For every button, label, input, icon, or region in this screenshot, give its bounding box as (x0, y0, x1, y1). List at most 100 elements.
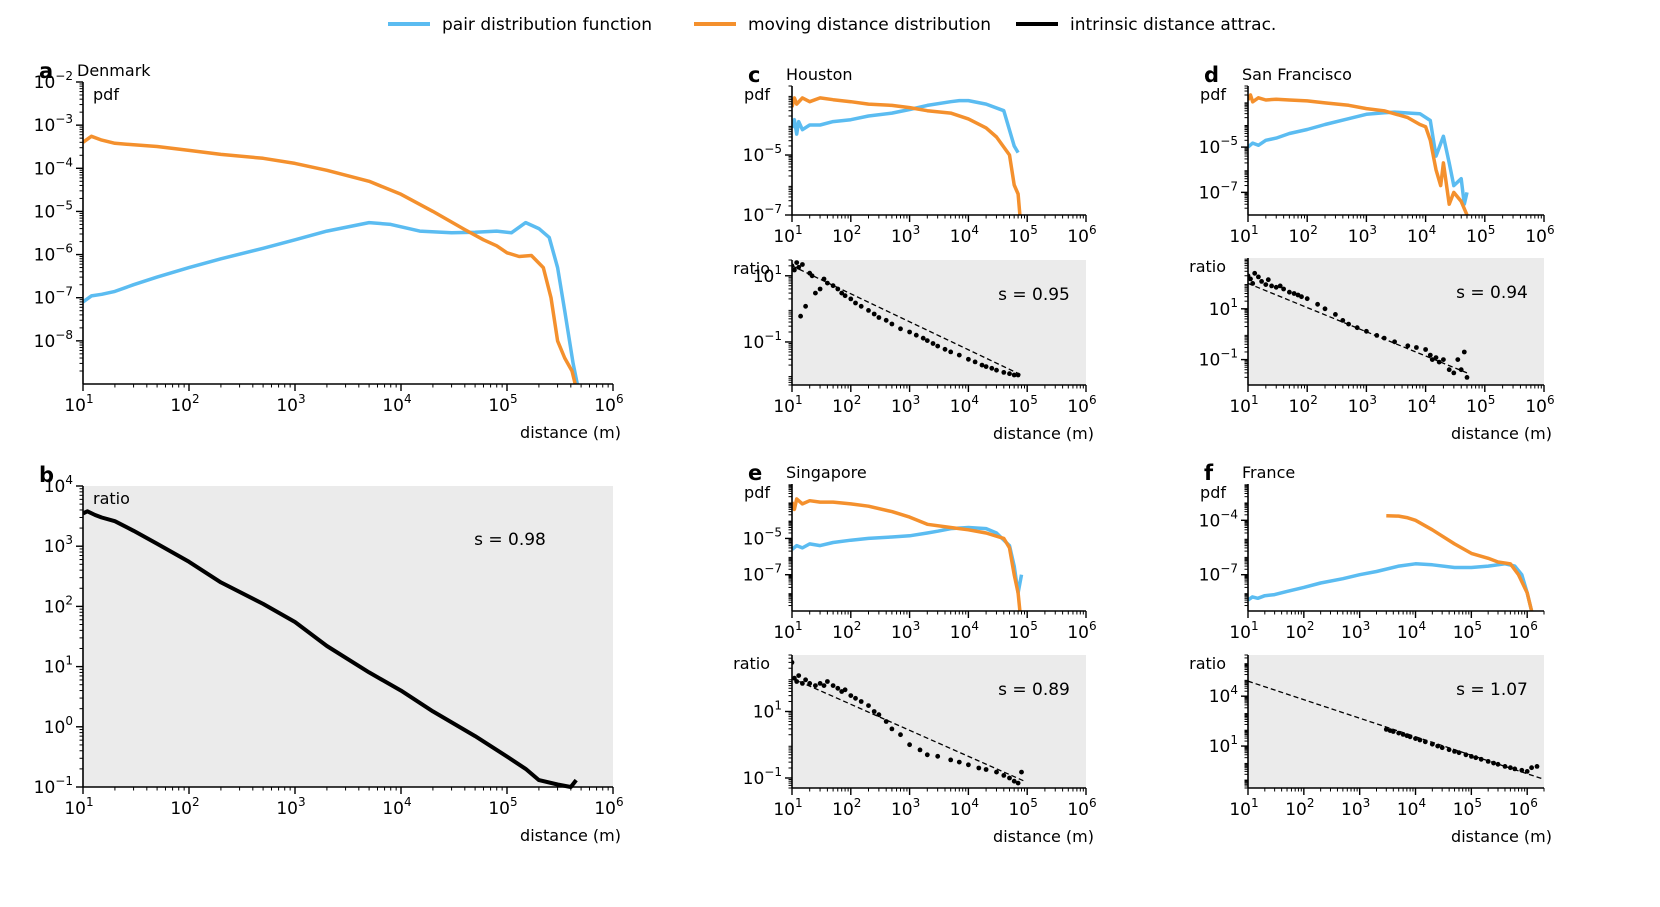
y-tick-label: 101 (753, 698, 782, 722)
x-tick-exponent: 2 (854, 223, 862, 237)
x-axis-label: distance (m) (993, 424, 1094, 443)
ratio-point (1441, 357, 1446, 362)
moving-series-line (1386, 513, 1534, 612)
slope-annotation: s = 0.94 (1456, 283, 1528, 303)
ratio-point (942, 346, 948, 352)
y-tick-exponent: 1 (774, 263, 782, 277)
x-tick-label: 103 (276, 795, 305, 819)
x-tick-base: 10 (1525, 227, 1547, 247)
ratio-point (1007, 371, 1012, 377)
x-tick-base: 10 (488, 799, 510, 819)
x-tick-base: 10 (1009, 227, 1031, 247)
y-tick-exponent: −5 (764, 142, 782, 156)
y-tick-label: 10−4 (34, 155, 73, 179)
x-tick-label: 101 (1229, 223, 1258, 247)
x-tick-label: 106 (594, 392, 623, 416)
plot-area (792, 660, 1025, 786)
y-tick-exponent: −7 (764, 202, 782, 216)
x-tick-label: 104 (1397, 796, 1426, 820)
x-tick-exponent: 6 (1089, 223, 1097, 237)
x-tick-label: 106 (1067, 393, 1096, 417)
x-tick-base: 10 (832, 397, 854, 417)
panel-title: France (1242, 463, 1295, 482)
ratio-point (1405, 343, 1411, 349)
x-tick-base: 10 (488, 396, 510, 416)
x-tick-exponent: 5 (1474, 796, 1482, 810)
y-tick-label: 10−7 (34, 285, 73, 309)
y-tick-label: 10−5 (743, 525, 782, 549)
y-tick-label: 102 (44, 593, 73, 617)
ratio-point (983, 364, 989, 369)
x-tick-base: 10 (1067, 623, 1089, 643)
ratio-point (848, 693, 854, 698)
x-tick-base: 10 (1348, 227, 1370, 247)
ratio-point (1381, 335, 1387, 341)
ratio-point (1422, 739, 1428, 745)
slope-annotation: s = 0.98 (474, 530, 546, 550)
y-tick-exponent: −3 (55, 112, 73, 126)
x-tick-label: 106 (1067, 796, 1096, 820)
x-tick-base: 10 (1407, 227, 1429, 247)
ratio-point (830, 283, 836, 289)
y-axis-label: ratio (1189, 654, 1226, 673)
x-tick-label: 106 (1525, 223, 1554, 247)
x-tick-base: 10 (950, 227, 972, 247)
ratio-point (1414, 345, 1419, 350)
y-tick-base: 10 (1199, 138, 1221, 158)
y-tick-exponent: −7 (55, 285, 73, 299)
ratio-point (883, 719, 889, 724)
x-tick-base: 10 (950, 800, 972, 820)
x-tick-label: 102 (1289, 393, 1318, 417)
x-tick-base: 10 (1348, 397, 1370, 417)
y-tick-base: 10 (1199, 511, 1221, 531)
x-tick-label: 104 (950, 223, 979, 247)
x-tick-base: 10 (1341, 800, 1363, 820)
ratio-point (1478, 756, 1484, 762)
ratio-point (930, 341, 936, 346)
x-tick-base: 10 (1229, 623, 1251, 643)
x-tick-exponent: 4 (1429, 393, 1437, 407)
plot-area (792, 260, 1022, 378)
x-tick-exponent: 5 (1030, 393, 1038, 407)
x-tick-exponent: 6 (1089, 393, 1097, 407)
y-tick-label: 10−7 (743, 562, 782, 586)
ratio-point (796, 673, 802, 678)
ratio-point (853, 695, 858, 701)
y-tick-exponent: 1 (65, 654, 73, 668)
ratio-point (1256, 274, 1261, 280)
ratio-point (924, 338, 930, 343)
y-axis-label: pdf (744, 483, 770, 502)
ratio-point (1007, 775, 1012, 781)
ratio-point (800, 262, 805, 267)
plot-background (1248, 258, 1544, 385)
pdf-series-line (1248, 562, 1534, 612)
x-tick-base: 10 (1397, 800, 1419, 820)
x-tick-exponent: 4 (971, 223, 979, 237)
x-tick-base: 10 (1229, 227, 1251, 247)
x-tick-base: 10 (773, 227, 795, 247)
x-tick-label: 105 (1453, 619, 1482, 643)
x-tick-label: 105 (1009, 619, 1038, 643)
plot-background (792, 260, 1086, 385)
x-tick-label: 104 (1397, 619, 1426, 643)
ratio-point (1413, 736, 1418, 741)
ratio-point (1461, 349, 1467, 355)
y-tick-base: 10 (44, 597, 66, 617)
slope-annotation: s = 1.07 (1456, 680, 1528, 700)
y-tick-label: 100 (44, 714, 73, 738)
ratio-point (1248, 276, 1253, 282)
ratio-point (983, 767, 989, 772)
y-tick-exponent: 4 (65, 473, 73, 487)
x-tick-exponent: 6 (616, 795, 624, 809)
ratio-point (1473, 755, 1479, 761)
ratio-point (935, 343, 941, 349)
x-tick-label: 103 (891, 223, 920, 247)
ratio-point (809, 273, 815, 279)
ratio-point (813, 290, 818, 296)
y-axis-label: pdf (744, 85, 770, 104)
y-tick-base: 10 (743, 333, 765, 353)
ratio-point (1273, 284, 1279, 290)
x-tick-label: 105 (1009, 393, 1038, 417)
ratio-point (1429, 741, 1435, 747)
x-tick-exponent: 3 (913, 619, 921, 633)
